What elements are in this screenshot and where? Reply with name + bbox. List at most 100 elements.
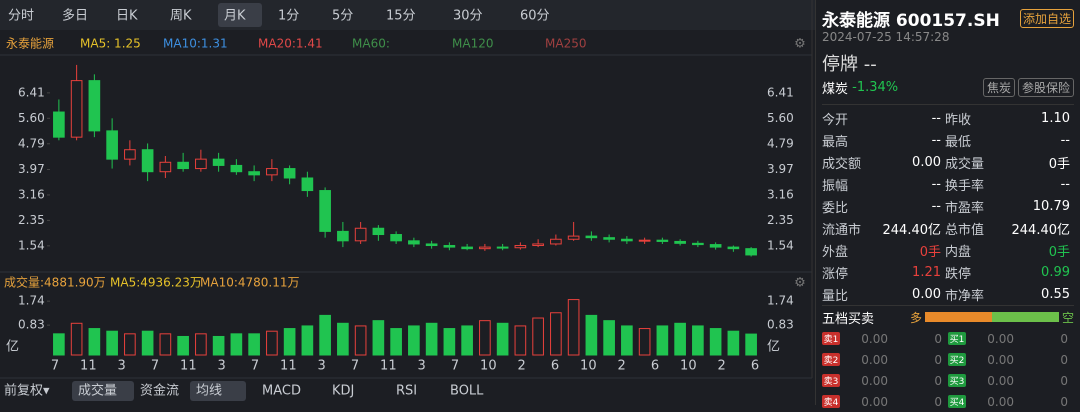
x-label: 7 (351, 359, 359, 374)
x-label: 2 (618, 359, 626, 374)
x-label: 3 (218, 359, 226, 374)
volume-bar (106, 330, 118, 356)
field-label: 市净率 (945, 288, 985, 304)
field-label: 市盈率 (945, 200, 985, 216)
candle-body (674, 240, 686, 244)
tab[interactable]: 5分 (332, 9, 353, 24)
tab-bar (0, 0, 815, 30)
bottom-tab[interactable]: KDJ (332, 384, 354, 399)
volume-bar (141, 330, 154, 356)
candle-body (603, 237, 615, 240)
bottom-tab[interactable]: MACD (262, 384, 301, 399)
volume-bar (709, 328, 722, 356)
volume-bar (248, 333, 260, 356)
volume-bar (372, 320, 385, 356)
tab[interactable]: 分时 (8, 9, 34, 24)
y-tick-label: 2.35 (18, 213, 45, 227)
volume-ma: MA5:4936.23万 (110, 276, 202, 290)
volume-bar (88, 328, 101, 356)
tag[interactable]: 参股保险 (1017, 77, 1074, 97)
volume-bar (159, 333, 172, 356)
x-label: 2 (718, 359, 726, 374)
book-level: 卖3 (822, 374, 840, 387)
sector: 煤炭 -1.34% 焦炭 参股保险 (822, 76, 1074, 98)
gear-icon[interactable]: ⚙ (794, 37, 806, 52)
volume-bar (638, 328, 651, 356)
tab[interactable]: 日K (116, 9, 138, 24)
candle-body (585, 235, 598, 239)
y-tick-label: 0.83 (18, 318, 45, 332)
y-tick-label: 4.79 (767, 136, 794, 150)
book-level: 卖1 (822, 332, 840, 345)
field-value: 0手 (919, 244, 941, 260)
volume-bar (621, 325, 633, 356)
y-tick-label: 4.79 (18, 136, 45, 150)
field-value: 0手 (1048, 244, 1070, 260)
tab[interactable]: 月K (224, 9, 246, 24)
status-value: -- (863, 54, 877, 75)
gear-icon[interactable]: ⚙ (794, 276, 806, 291)
tab[interactable]: 30分 (453, 9, 483, 24)
field-label: 内盘 (945, 244, 972, 260)
quote-row: 振幅 -- 换手率 -- (822, 173, 1074, 195)
candle-body (709, 244, 722, 248)
tab[interactable]: 多日 (62, 8, 88, 24)
field-label: 今开 (822, 112, 849, 128)
candle-body (443, 245, 456, 248)
ratio-bar (925, 312, 1059, 322)
x-label: 3 (118, 359, 126, 374)
bottom-tab[interactable]: 均线 (196, 384, 222, 399)
volume-bar (177, 335, 189, 356)
tab-active (218, 3, 262, 27)
short-label: 空 (1061, 310, 1074, 325)
book-cell: 0.00 (987, 373, 1014, 388)
x-label: 6 (551, 359, 559, 374)
book-row: 卖1 0.00 0 买1 0.00 0 (822, 328, 1074, 349)
book-cell: 0.00 (861, 373, 888, 388)
tab[interactable]: 15分 (386, 9, 416, 24)
candle-body (656, 239, 669, 242)
volume-bar (461, 325, 473, 356)
book-cell: 0 (934, 352, 942, 367)
bottom-tab[interactable]: 成交量 (78, 383, 117, 399)
quote-panel: 永泰能源 600157.SH 添加自选 2024-07-25 14:57:28 … (815, 0, 1080, 409)
bottom-tab[interactable]: BOLL (450, 384, 484, 399)
field-value: 0.00 (912, 154, 941, 170)
candle-body (532, 243, 544, 247)
x-label: 10 (480, 359, 497, 374)
candle-body (124, 149, 136, 160)
add-button[interactable]: 添加自选 (1019, 8, 1074, 28)
y-tick-label: 0.83 (767, 318, 794, 332)
candle-body (212, 158, 225, 166)
field-value: -- (931, 110, 941, 126)
bottom-tab[interactable]: 资金流 (140, 383, 179, 399)
book-cell: 0.00 (861, 394, 888, 409)
volume-bar (656, 325, 669, 356)
volume-bar (301, 325, 314, 356)
field-value: 0.00 (912, 286, 941, 302)
tab[interactable]: 60分 (520, 9, 550, 24)
volume-ma: MA10:4780.11万 (200, 276, 300, 290)
candle-body (372, 227, 385, 236)
bottom-tab[interactable]: RSI (396, 384, 417, 399)
tag[interactable]: 焦炭 (982, 77, 1015, 97)
volume-bar (514, 325, 527, 356)
volume-bar (479, 320, 491, 356)
volume-bar (337, 322, 349, 356)
field-label: 振幅 (822, 178, 849, 194)
quote-row: 委比 -- 市盈率 10.79 (822, 195, 1074, 217)
field-label: 最低 (945, 134, 972, 150)
x-label: 3 (318, 359, 326, 374)
tab[interactable]: 周K (170, 9, 192, 24)
field-label: 成交量 (945, 156, 985, 172)
candle-body (461, 246, 473, 250)
candle-body (425, 243, 438, 247)
field-value: 0.55 (1041, 286, 1070, 302)
bottom-tab[interactable]: 前复权▾ (4, 383, 50, 399)
book-cell: 0 (1060, 331, 1068, 346)
x-label: 3 (418, 359, 426, 374)
candle-body (70, 80, 83, 138)
sector-change: -1.34% (852, 79, 899, 95)
tab[interactable]: 1分 (278, 9, 299, 24)
volume-bar (496, 322, 509, 356)
